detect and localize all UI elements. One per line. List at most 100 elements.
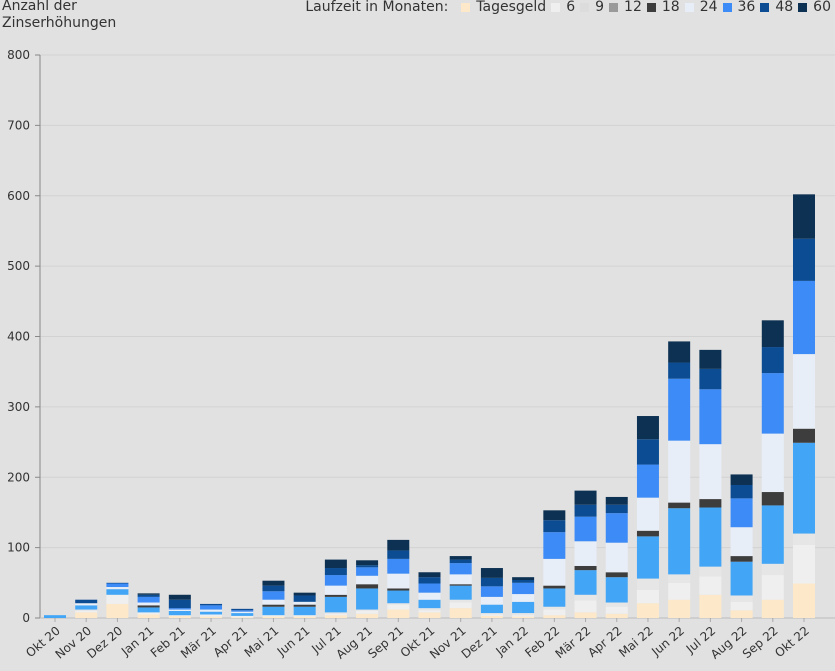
x-tick-label: Dez 20 xyxy=(84,624,125,662)
bar-segment-36-15 xyxy=(512,582,535,595)
x-tick-label: Mär 21 xyxy=(178,624,219,662)
bar-segment-24-24 xyxy=(793,354,815,429)
bar-segment-48-17 xyxy=(574,504,597,517)
bar-segment-48-20 xyxy=(668,362,691,379)
bar-segment-60-10 xyxy=(356,560,379,566)
bar-segment-9-10 xyxy=(356,609,379,611)
legend-item-6[interactable]: 6 xyxy=(551,0,575,15)
bar-segment-6-22 xyxy=(730,601,753,611)
bar-segment-18-22 xyxy=(730,556,753,562)
bar-segment-tagesgeld-12 xyxy=(418,612,441,618)
bar-segment-24-19 xyxy=(636,497,659,531)
bar-segment-9-17 xyxy=(574,594,597,601)
bar-segment-12-23 xyxy=(761,505,784,564)
bar-segment-tagesgeld-7 xyxy=(262,616,285,618)
bar-segment-24-3 xyxy=(137,602,160,606)
bar-segment-60-14 xyxy=(480,568,503,578)
bar-segment-36-18 xyxy=(605,513,628,543)
bar-segment-tagesgeld-21 xyxy=(699,594,722,618)
bar-segment-36-22 xyxy=(730,498,753,528)
y-tick-label: 0 xyxy=(22,611,30,625)
bar-segment-36-13 xyxy=(449,563,472,575)
legend-item-18[interactable]: 18 xyxy=(646,0,680,15)
bar-segment-6-10 xyxy=(356,610,379,614)
bar-segment-12-18 xyxy=(605,577,628,603)
bar-segment-24-9 xyxy=(324,585,347,595)
bar-segment-36-17 xyxy=(574,516,597,542)
bar-segment-12-24 xyxy=(793,442,815,534)
y-tick-label: 300 xyxy=(7,400,30,414)
bar-segment-24-14 xyxy=(480,596,503,605)
legend-label: 9 xyxy=(595,0,605,15)
bar-segment-60-7 xyxy=(262,580,285,586)
bar-segment-6-3 xyxy=(137,612,160,615)
bar-segment-9-11 xyxy=(387,603,410,605)
bar-segment-12-9 xyxy=(324,596,347,613)
x-tick-label: Sep 22 xyxy=(740,624,781,662)
bar-segment-36-16 xyxy=(543,532,566,559)
bar-segment-6-23 xyxy=(761,575,784,600)
bar-segment-60-13 xyxy=(449,556,472,560)
bar-segment-9-12 xyxy=(418,608,441,611)
bar-segment-18-7 xyxy=(262,604,285,607)
bar-segment-9-18 xyxy=(605,602,628,607)
legend-item-tagesgeld[interactable]: Tagesgeld xyxy=(461,0,546,15)
bar-segment-12-0 xyxy=(44,615,66,618)
bar-segment-12-16 xyxy=(543,588,566,607)
bar-segment-6-16 xyxy=(543,609,566,616)
bar-segment-48-4 xyxy=(168,599,191,609)
bar-segment-tagesgeld-14 xyxy=(480,615,503,618)
bar-segment-24-15 xyxy=(512,594,535,602)
x-tick-label: Apr 22 xyxy=(585,624,625,660)
bar-segment-24-16 xyxy=(543,558,566,586)
legend-item-36[interactable]: 36 xyxy=(722,0,755,15)
legend-item-48[interactable]: 48 xyxy=(760,0,793,15)
bar-segment-tagesgeld-17 xyxy=(574,612,597,618)
legend-swatch xyxy=(798,2,808,12)
bar-segment-60-23 xyxy=(761,320,784,348)
bar-segment-36-21 xyxy=(699,389,722,445)
bar-segment-24-8 xyxy=(293,601,316,605)
bar-segment-6-1 xyxy=(75,610,98,613)
bar-segment-12-10 xyxy=(356,588,379,610)
bar-segment-60-12 xyxy=(418,572,441,578)
bar-segment-48-16 xyxy=(543,520,566,533)
bar-segment-48-9 xyxy=(324,568,347,576)
y-tick-label: 800 xyxy=(7,48,30,62)
bar-segment-48-21 xyxy=(699,368,722,390)
bar-segment-6-19 xyxy=(636,589,659,604)
bar-segment-12-21 xyxy=(699,507,722,567)
bar-segment-36-9 xyxy=(324,575,347,586)
bar-segment-60-9 xyxy=(324,559,347,569)
bar-segment-36-24 xyxy=(793,280,815,355)
bar-segment-18-16 xyxy=(543,585,566,589)
bar-segment-60-22 xyxy=(730,474,753,485)
bar-segment-48-15 xyxy=(512,579,535,583)
bar-segment-60-21 xyxy=(699,349,722,369)
bar-segment-tagesgeld-3 xyxy=(137,614,160,618)
bar-segment-9-24 xyxy=(793,533,815,545)
bar-segment-tagesgeld-8 xyxy=(293,616,316,618)
bar-segment-12-2 xyxy=(106,589,129,595)
bar-segment-24-23 xyxy=(761,433,784,493)
bar-segment-48-12 xyxy=(418,577,441,584)
legend-swatch xyxy=(551,2,561,12)
bar-segment-6-17 xyxy=(574,600,597,613)
bar-segment-9-9 xyxy=(324,612,347,614)
bar-segment-9-19 xyxy=(636,578,659,590)
bar-segment-24-2 xyxy=(106,587,129,590)
bar-segment-6-9 xyxy=(324,613,347,616)
bar-segment-12-20 xyxy=(668,508,691,575)
bar-segment-18-17 xyxy=(574,565,597,571)
bar-segment-36-23 xyxy=(761,373,784,434)
bar-segment-60-4 xyxy=(168,594,191,600)
legend-item-60[interactable]: 60 xyxy=(798,0,831,15)
legend-item-9[interactable]: 9 xyxy=(580,0,604,15)
legend-item-24[interactable]: 24 xyxy=(684,0,718,15)
legend-item-12[interactable]: 12 xyxy=(609,0,642,15)
legend-label: Tagesgeld xyxy=(476,0,547,15)
bar-segment-12-22 xyxy=(730,561,753,596)
bar-segment-tagesgeld-10 xyxy=(356,613,379,618)
x-tick-label: Okt 22 xyxy=(772,624,812,661)
bar-segment-24-4 xyxy=(168,609,191,611)
